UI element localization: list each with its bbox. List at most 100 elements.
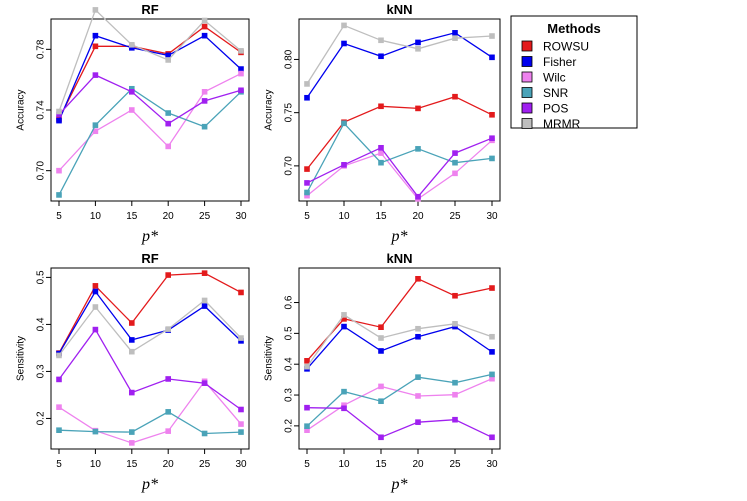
series-line-pos	[58, 328, 242, 411]
series-line-rowsu	[58, 25, 242, 120]
point-pos	[165, 120, 171, 127]
x-tick-label: 20	[412, 211, 424, 222]
point-snr	[415, 146, 421, 152]
point-pos	[452, 150, 458, 156]
point-fisher	[452, 30, 458, 36]
point-wilc	[56, 404, 62, 410]
panel-2: kNN 5 10 15 20 25 30 0.70 0.75 0.80 Accuracy p*	[264, 2, 501, 245]
x-tick-label: 10	[90, 459, 102, 470]
y-tick-label: 0.80	[284, 49, 295, 69]
point-fisher	[56, 117, 62, 124]
point-mrmr	[452, 321, 458, 327]
point-rowsu	[201, 270, 208, 276]
point-mrmr	[56, 108, 62, 115]
x-tick-label: 30	[486, 459, 498, 470]
x-tick-label: 25	[449, 459, 461, 470]
point-rowsu	[92, 43, 99, 50]
point-wilc	[238, 421, 244, 427]
point-mrmr	[378, 335, 384, 341]
y-tick-label: 0.4	[36, 317, 47, 331]
x-tick-label: 10	[338, 459, 350, 470]
point-rowsu	[201, 23, 208, 30]
x-tick-label: 20	[163, 211, 175, 222]
point-pos	[452, 416, 458, 423]
series-line-wilc	[306, 378, 493, 431]
x-tick-label: 15	[375, 211, 387, 222]
point-mrmr	[165, 57, 171, 63]
legend-swatch-snr	[521, 87, 533, 98]
panel-4: kNN 5 10 15 20 25 30 0.2 0.3 0.4 0.5 0.6 Sensitivity…	[264, 251, 501, 493]
y-axis-label: Sensitivity	[264, 336, 275, 381]
point-mrmr	[56, 352, 62, 359]
y-tick-label: 0.5	[36, 270, 47, 284]
point-rowsu	[452, 93, 458, 100]
point-pos	[489, 135, 495, 142]
series-line-snr	[306, 122, 493, 193]
point-rowsu	[341, 316, 347, 322]
point-wilc	[165, 143, 171, 150]
series-line-wilc	[58, 73, 242, 172]
point-snr	[238, 429, 244, 435]
point-snr	[201, 123, 208, 130]
panel-frame	[298, 18, 501, 202]
point-pos	[238, 87, 244, 94]
series-line-rowsu	[306, 96, 493, 170]
point-snr	[56, 192, 62, 198]
y-tick-label: 0.3	[284, 388, 295, 402]
point-wilc	[56, 167, 62, 174]
point-rowsu	[165, 272, 171, 278]
point-pos	[92, 326, 99, 333]
panel-title: RF	[141, 251, 158, 266]
point-wilc	[304, 192, 310, 199]
x-tick-label: 15	[375, 459, 387, 470]
point-rowsu	[378, 103, 384, 110]
x-tick-label: 10	[338, 211, 350, 222]
point-snr	[165, 110, 171, 116]
series-line-mrmr	[58, 299, 242, 356]
point-rowsu	[452, 292, 458, 299]
point-mrmr	[129, 41, 135, 48]
point-fisher	[238, 338, 244, 344]
point-fisher	[129, 45, 135, 51]
panel-frame	[298, 267, 501, 450]
series-line-rowsu	[58, 272, 242, 354]
x-tick-label: 30	[235, 459, 247, 470]
point-fisher	[378, 53, 384, 60]
point-fisher	[238, 66, 244, 72]
x-tick-label: 5	[304, 211, 310, 222]
point-wilc	[415, 393, 421, 399]
x-tick-label: 20	[163, 459, 175, 470]
point-wilc	[129, 440, 135, 446]
legend-label-fisher: Fisher	[543, 55, 576, 69]
point-pos	[378, 144, 384, 151]
point-snr	[92, 122, 99, 128]
point-fisher	[489, 54, 495, 61]
x-tick-label: 5	[56, 211, 62, 222]
series-line-fisher	[306, 32, 493, 99]
x-axis-label: p*	[141, 228, 158, 245]
point-rowsu	[238, 289, 244, 296]
series-line-wilc	[306, 139, 493, 200]
point-pos	[489, 434, 495, 441]
series-line-fisher	[58, 290, 242, 354]
panel-1: RF 5 10 15 20 25 30 0.70 0.74 0.78 Accuracy p*	[16, 2, 250, 245]
point-rowsu	[489, 111, 495, 118]
point-fisher	[489, 349, 495, 355]
point-snr	[56, 427, 62, 433]
y-tick-label: 0.78	[36, 39, 47, 59]
series-line-pos	[58, 74, 242, 125]
x-tick-label: 25	[199, 211, 211, 222]
point-rowsu	[378, 324, 384, 331]
x-tick-label: 5	[56, 459, 62, 470]
legend-label-mrmr: MRMR	[543, 117, 581, 131]
y-axis-label: Sensitivity	[16, 336, 27, 381]
legend-swatch-fisher	[521, 56, 533, 67]
y-tick-label: 0.2	[36, 411, 47, 425]
point-snr	[341, 120, 347, 127]
point-snr	[378, 398, 384, 405]
series-line-fisher	[58, 34, 242, 121]
series-line-snr	[58, 87, 242, 196]
x-tick-label: 20	[412, 459, 424, 470]
